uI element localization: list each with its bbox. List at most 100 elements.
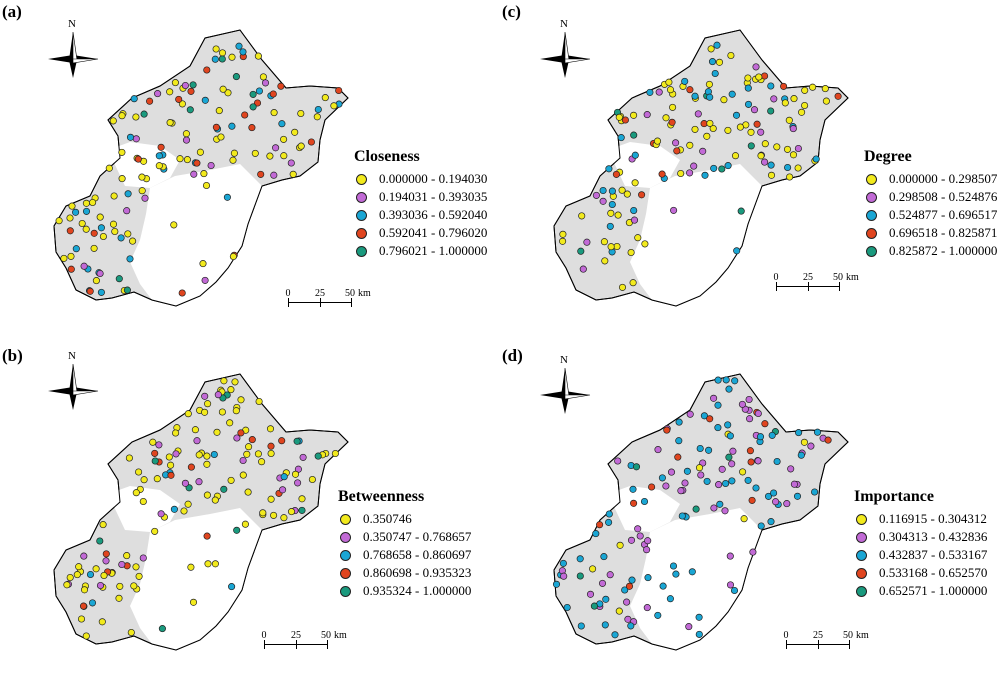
scale-tick-label: 50 [321,630,331,641]
region-outline [53,373,349,651]
site-point [231,378,239,386]
site-point [82,207,91,215]
site-point [614,457,622,465]
site-point [270,171,278,179]
site-point [279,486,287,494]
site-point [696,444,704,453]
site-point [701,171,709,179]
legend-item: 0.393036 - 0.592040 [354,205,487,223]
site-point [72,208,80,216]
site-point [601,257,609,265]
legend-item: 0.350746 [338,509,471,527]
legend-item: 0.000000 - 0.298507 [864,169,997,187]
site-point [695,630,703,638]
site-point [293,437,301,445]
site-point [297,109,305,118]
site-point [627,622,635,630]
site-point [728,90,736,98]
site-point [217,133,225,141]
site-point [706,93,714,101]
site-point [139,497,147,506]
site-point [745,395,753,404]
scale-unit: km [358,288,371,299]
site-point [615,607,623,615]
site-point [674,453,682,461]
site-point [178,100,186,108]
site-point [718,465,726,473]
site-point [692,505,700,513]
site-point [258,458,266,466]
site-point [96,537,104,545]
site-point [127,628,135,637]
site-point [631,179,639,187]
site-point [330,102,338,110]
site-point [178,289,186,297]
legend-label: 0.000000 - 0.194030 [379,171,488,187]
site-point [634,234,642,242]
site-point [655,88,663,96]
site-point [747,142,755,150]
site-point [683,467,691,475]
compass-rose: N [538,354,592,416]
site-point [115,275,123,283]
site-point [67,252,75,260]
region-outline [553,373,849,651]
legend-item: 0.533168 - 0.652570 [854,563,987,581]
site-point [299,453,307,461]
site-point [583,238,591,246]
site-point [68,202,76,210]
site-point [754,409,762,418]
site-point [710,504,718,512]
site-point [789,151,798,159]
map-d [552,373,849,651]
site-point [82,199,90,207]
site-point [710,394,718,402]
site-point [223,193,231,201]
scale-tick-label: 25 [291,630,301,641]
scale-bar: 0 25 50 km [784,630,876,664]
legend-item: 0.592041 - 0.796020 [354,223,487,241]
site-point [237,429,245,437]
legend-title: Betweenness [338,488,425,505]
compass-rose: N [538,18,592,80]
site-point [291,470,300,478]
site-point [706,415,714,423]
legend-item: 0.768658 - 0.860697 [338,545,471,563]
scale-tick-label: 50 [843,630,853,641]
site-point [720,96,728,104]
site-point [794,164,802,172]
compass-north-label: N [560,354,568,366]
site-point [92,277,100,285]
site-point [608,187,616,195]
site-point [189,81,197,89]
site-point [747,458,755,466]
site-point [761,140,769,148]
site-point [158,625,166,633]
scale-tick-label: 25 [315,288,325,299]
site-point [576,555,584,563]
site-point [612,170,620,178]
site-point [822,97,830,105]
site-point [151,457,159,465]
legend-swatch [856,585,867,597]
site-point [191,426,199,434]
site-point [695,613,703,621]
site-point [695,464,704,472]
site-point [203,460,211,468]
site-point [605,510,613,518]
site-point [182,130,190,138]
site-point [199,260,207,268]
site-point [630,131,638,139]
site-point [187,463,195,471]
site-point [665,78,673,86]
site-point [298,506,306,514]
site-point [725,453,733,461]
site-point [613,242,621,251]
site-point [726,432,734,440]
site-point [681,479,689,487]
site-point [705,80,713,88]
site-point [623,598,631,606]
site-point [675,418,683,426]
site-point [193,437,201,445]
site-point [794,144,802,153]
